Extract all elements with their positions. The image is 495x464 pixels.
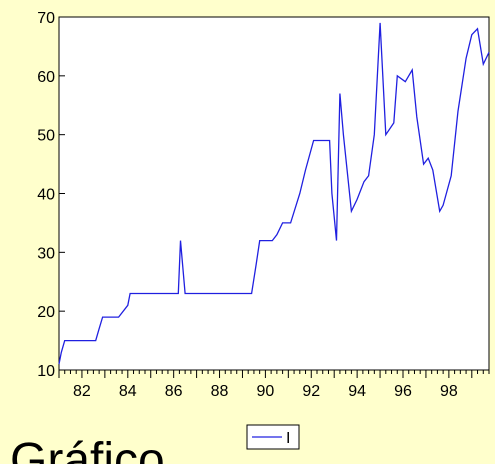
y-tick-label: 50 — [37, 128, 55, 145]
y-tick-label: 10 — [37, 363, 55, 380]
y-tick-label: 60 — [37, 69, 55, 86]
legend-label: I — [286, 430, 290, 447]
x-tick-label: 84 — [119, 383, 137, 400]
x-tick-label: 90 — [257, 383, 275, 400]
caption-text: Gráfico — [10, 434, 165, 464]
y-axis: 10 20 30 40 50 60 70 — [37, 10, 65, 380]
legend: I — [246, 424, 300, 450]
y-tick-label: 70 — [37, 10, 55, 27]
x-tick-label: 86 — [165, 383, 183, 400]
plot-area — [58, 16, 490, 371]
x-axis: 82 84 86 88 90 92 94 96 98 — [58, 370, 490, 400]
series-line-i — [58, 22, 490, 365]
x-tick-label: 82 — [73, 383, 91, 400]
x-tick-label: 88 — [211, 383, 229, 400]
y-tick-label: 30 — [37, 245, 55, 262]
y-tick-label: 40 — [37, 187, 55, 204]
y-tick-label: 20 — [37, 304, 55, 321]
x-tick-label: 94 — [348, 383, 366, 400]
x-tick-label: 92 — [302, 383, 320, 400]
x-tick-label: 98 — [440, 383, 458, 400]
x-tick-label: 96 — [394, 383, 412, 400]
